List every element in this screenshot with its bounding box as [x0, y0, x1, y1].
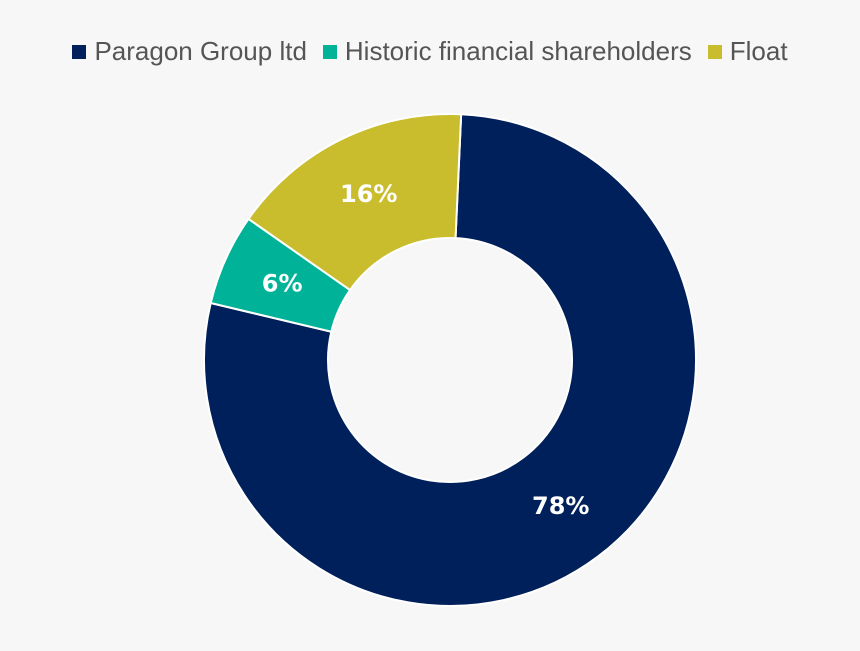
legend-label-historic: Historic financial shareholders	[344, 36, 692, 66]
legend-swatch-historic	[322, 44, 337, 59]
legend-item-historic: Historic financial shareholders	[322, 36, 692, 67]
legend-item-paragon: Paragon Group ltd	[72, 36, 307, 67]
data-label-float: 16%	[340, 180, 397, 208]
legend-swatch-float	[707, 44, 722, 59]
data-label-paragon: 78%	[532, 492, 589, 520]
chart-legend: Paragon Group ltd Historic financial sha…	[0, 36, 860, 67]
legend-item-float: Float	[707, 36, 788, 67]
legend-label-paragon: Paragon Group ltd	[94, 36, 307, 66]
legend-swatch-paragon	[72, 44, 87, 59]
slice-paragon	[203, 113, 697, 607]
legend-label-float: Float	[729, 36, 788, 66]
data-label-historic: 6%	[262, 270, 303, 298]
slice-float	[247, 113, 463, 292]
